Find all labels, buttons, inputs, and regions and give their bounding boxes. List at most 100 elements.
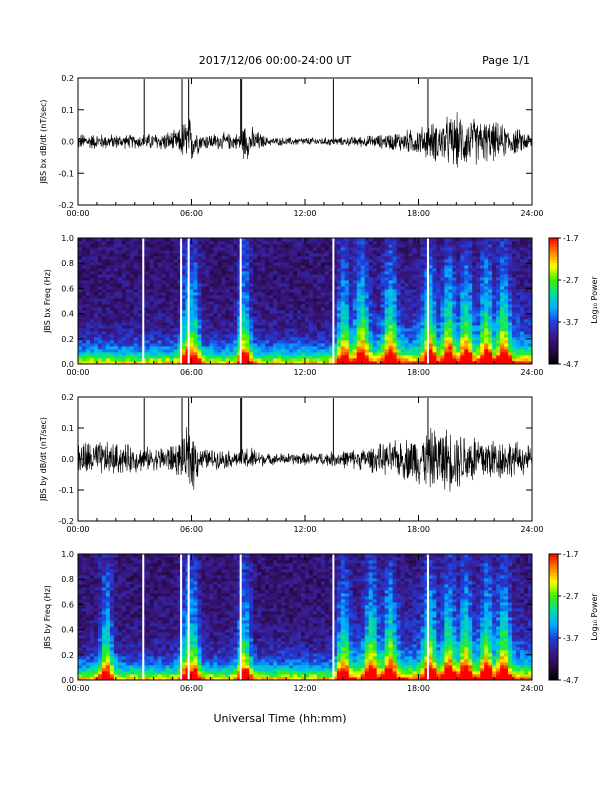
bx-spec-cell	[261, 298, 266, 302]
bx-spec-cell	[301, 358, 306, 362]
bx-spec-cell	[245, 265, 250, 269]
bx-spec-cell	[380, 241, 386, 245]
bx-spec-cell	[273, 280, 278, 284]
bx-spec-cell	[372, 352, 378, 356]
bx-spec-cell	[516, 277, 521, 281]
bx-spec-cell	[344, 271, 350, 275]
bx-spec-cell	[504, 277, 509, 281]
bx-spec-cell	[412, 307, 417, 311]
bx-spec-cell	[312, 355, 318, 359]
bx-spec-cell	[225, 301, 230, 305]
bx-spec-cell	[488, 283, 493, 287]
bx-spec-cell	[376, 310, 382, 314]
bx-spec-cell	[117, 361, 123, 365]
bx-spec-cell	[508, 247, 513, 251]
bx-spec-cell	[336, 280, 342, 284]
bx-spec-cell	[524, 334, 529, 338]
bx-spec-cell	[193, 241, 198, 245]
bx-spec-cell	[328, 244, 334, 248]
bx-spec-cell	[281, 241, 286, 245]
bx-spec-cell	[384, 343, 390, 347]
bx-spec-cell	[344, 286, 350, 290]
bx-spec-cell	[157, 277, 163, 281]
bx-spec-cell	[209, 340, 214, 344]
bx-spec-cell	[193, 352, 198, 356]
bx-spec-cell	[145, 298, 151, 302]
bx-spec-cell	[245, 256, 250, 260]
bx-spec-cell	[269, 238, 274, 242]
bx-spec-cell	[273, 310, 278, 314]
bx-spec-cell	[197, 319, 202, 323]
bx-spec-cell	[129, 334, 135, 338]
bx-spec-cell	[376, 346, 382, 350]
bx-spec-cell	[277, 274, 282, 278]
bx-spec-cell	[528, 295, 533, 299]
bx-spec-cell	[496, 313, 501, 317]
bx-spec-cell	[388, 289, 394, 293]
bx-spec-cell	[376, 256, 382, 260]
bx-spec-cell	[281, 352, 286, 356]
bx-spec-cell	[388, 319, 394, 323]
bx-spec-cell	[396, 238, 401, 242]
bx-spec-cell	[512, 241, 517, 245]
bx-spec-cell	[181, 325, 186, 329]
bx-spec-cell	[193, 244, 198, 248]
bx-spec-cell	[265, 295, 270, 299]
bx-spec-cell	[356, 334, 362, 338]
bx-spec-cell	[452, 274, 457, 278]
bx-spec-cell	[85, 301, 91, 305]
bx-spec-cell	[277, 262, 282, 266]
bx-spec-cell	[193, 325, 198, 329]
bx-spec-cell	[488, 334, 493, 338]
bx-spec-cell	[416, 256, 421, 260]
bx-spec-cell	[344, 361, 350, 365]
bx-spec-cell	[336, 316, 342, 320]
bx-spec-cell	[500, 346, 505, 350]
bx-spec-cell	[181, 274, 186, 278]
bx-spec-cell	[249, 304, 254, 308]
bx-spec-cell	[412, 295, 417, 299]
bx-spec-cell	[512, 352, 517, 356]
bx-spec-cell	[364, 292, 370, 296]
bx-spec-cell	[245, 259, 250, 263]
bx-spec-cell	[133, 244, 139, 248]
bx-spec-cell	[153, 346, 159, 350]
bx-spec-cell	[289, 346, 294, 350]
bx-spec-cell	[181, 238, 186, 242]
bx-spec-cell	[129, 253, 135, 257]
bx-spec-cell	[432, 358, 437, 362]
bx-spec-cell	[488, 358, 493, 362]
bx-spec-cell	[340, 262, 346, 266]
bx-spec-cell	[129, 280, 135, 284]
bx-spec-cell	[368, 268, 374, 272]
bx-spec-cell	[308, 268, 314, 272]
bx-spec-cell	[165, 244, 170, 248]
bx-spec-cell	[105, 328, 111, 332]
bx-spec-cell	[508, 322, 513, 326]
bx-spec-cell	[109, 271, 115, 275]
panel-by-dbdt: -0.2-0.10.00.10.2 00:00 06:00 12:00 18:00 24…	[39, 393, 544, 534]
bx-spec-cell	[384, 277, 390, 281]
bx-spec-cell	[400, 256, 405, 260]
bx-spec-cell	[468, 289, 473, 293]
bx-spec-cell	[89, 313, 95, 317]
bx-spec-cell	[301, 262, 306, 266]
bx-spec-cell	[520, 268, 525, 272]
bx-spec-cell	[89, 265, 95, 269]
bx-spec-cell	[133, 343, 139, 347]
bx-spec-cell	[408, 358, 413, 362]
bx-spec-cell	[281, 331, 286, 335]
bx-spec-cell	[476, 283, 481, 287]
bx-spec-cell	[392, 343, 397, 347]
bx-spec-cell	[305, 316, 310, 320]
bx-spec-cell	[520, 250, 525, 254]
bx-spec-cell	[285, 295, 290, 299]
bx-spec-cell	[97, 322, 103, 326]
bx-spec-cell	[149, 316, 155, 320]
bx-spec-cell	[344, 265, 350, 269]
bx-spec-cell	[368, 361, 374, 365]
bx-spec-cell	[328, 319, 334, 323]
bx-spec-cell	[476, 328, 481, 332]
bx-spec-cell	[89, 250, 95, 254]
bx-spec-cell	[392, 307, 397, 311]
